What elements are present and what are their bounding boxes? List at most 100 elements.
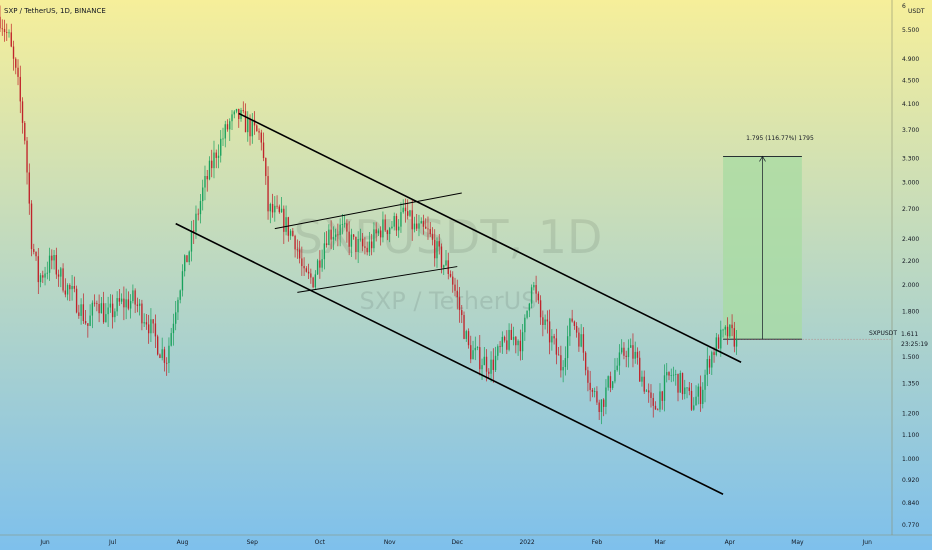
candle-up [125,299,127,308]
candle-down [690,390,693,410]
candle-down [267,176,269,212]
time-axis-ticks: Jun Jul Aug Sep Oct Nov Dec 2022 Feb Mar Apr May Jun [39,539,872,546]
candle-down [17,67,19,77]
last-price-countdown: 23:25:19 [901,341,928,348]
candle-down [87,323,89,326]
candle-down [292,230,294,236]
candle-up [400,212,402,227]
candle-down [386,230,389,235]
candle-down [69,285,71,290]
candle-down [546,319,549,322]
candle-up [53,255,55,261]
candle-down [548,321,551,343]
candle-down [650,392,652,398]
candle-down [10,32,12,47]
candle-down [699,386,702,404]
price-tick-label: 3.700 [902,127,919,134]
candle-down [461,310,463,316]
time-tick-label: Apr [725,539,736,546]
candle-up [373,229,375,249]
candle-down [456,290,458,298]
candle-up [697,386,699,397]
price-tick-label: 4.100 [902,101,919,108]
candle-down [96,303,98,305]
candle-up [89,315,91,326]
candle-up [562,367,564,371]
candle-down [157,336,159,355]
price-tick-label: 1.000 [902,456,919,463]
candle-down [211,160,213,169]
candle-down [134,290,136,305]
candle-down [37,256,39,283]
candle-down [582,334,585,353]
candle-up [686,387,688,389]
candle-up [229,121,231,130]
candle-down [159,354,161,358]
time-tick-label: Jun [39,539,50,546]
candle-up [517,340,519,346]
candle-up [490,359,492,374]
channel-lower-trendline [175,222,724,495]
candle-down [431,234,434,240]
candle-down [346,223,348,232]
price-tick-label: 3.000 [902,180,919,187]
candle-up [621,347,623,353]
candle-up [420,221,422,224]
candle-down [15,58,17,68]
candle-down [434,239,436,259]
candle-down [479,347,481,370]
candle-up [251,119,253,137]
price-tick-label: 1.500 [902,354,919,361]
candle-up [177,299,179,313]
candle-up [413,223,416,230]
measure-label: 1.795 (116.77%) 1795 [746,135,814,142]
candle-down [319,260,321,268]
candle-down [643,376,645,392]
candle-up [129,301,132,309]
candle-up [357,239,359,253]
candle-down [625,355,627,357]
candle-up [172,323,175,334]
price-tick-label: 4.900 [902,56,919,63]
price-tick-label: 1.200 [902,410,919,417]
candle-up [605,387,607,407]
candle-up [204,176,206,188]
candle-down [64,290,66,295]
candles-layer [0,5,892,425]
candle-up [474,347,476,351]
candle-down [639,357,641,382]
candle-up [343,223,346,225]
candle-up [614,370,616,382]
candle-down [0,16,1,29]
candle-down [24,122,26,141]
candle-down [677,374,679,393]
candle-down [305,268,308,272]
candle-down [242,110,244,112]
candle-down [584,352,587,371]
price-tick-label: 0.840 [902,500,919,507]
price-axis-unit: USDT [908,8,925,15]
candle-down [499,346,501,348]
candle-up [702,389,704,404]
candle-down [258,131,260,133]
candle-up [199,201,202,215]
price-tick-label: 2.700 [902,206,919,213]
candle-down [118,298,121,302]
candle-down [256,125,258,132]
candle-up [641,376,643,382]
measure-arrow-head [759,155,766,162]
candle-up [314,274,317,288]
candle-down [492,359,494,370]
candle-down [51,255,53,261]
candle-up [109,303,112,308]
candle-down [603,399,605,407]
candle-up [350,234,353,247]
candle-up [168,345,170,364]
candle-down [163,349,166,363]
candle-up [551,336,553,343]
candle-down [352,234,355,237]
candle-up [695,396,697,406]
candle-up [533,285,535,288]
